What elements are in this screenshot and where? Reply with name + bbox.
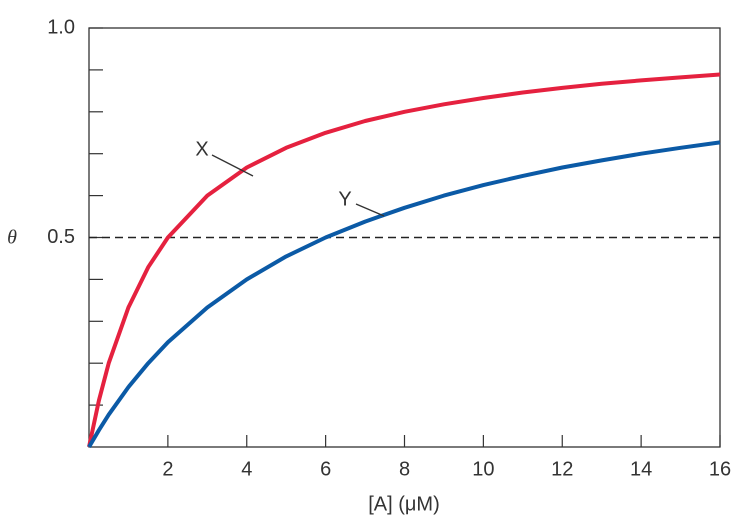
x-tick-label: 4	[241, 458, 252, 480]
leader-line	[211, 154, 254, 177]
x-tick-label: 8	[399, 458, 410, 480]
data-line	[87, 140, 721, 449]
x-axis-label: [A] (μM)	[368, 493, 440, 515]
x-tick-label: 2	[162, 458, 173, 480]
x-tick-label: 16	[709, 458, 731, 480]
curve-label: X	[195, 138, 208, 160]
y-tick-label: 1.0	[47, 16, 75, 38]
x-tick-label: 12	[551, 458, 573, 480]
data-line	[87, 72, 721, 448]
curve-label: Y	[338, 188, 351, 210]
x-tick-label: 14	[630, 458, 652, 480]
leader-line	[355, 203, 385, 217]
x-tick-label: 6	[320, 458, 331, 480]
y-tick-label: 0.5	[47, 226, 75, 248]
y-axis-label: θ	[7, 227, 17, 249]
x-tick-label: 10	[472, 458, 494, 480]
